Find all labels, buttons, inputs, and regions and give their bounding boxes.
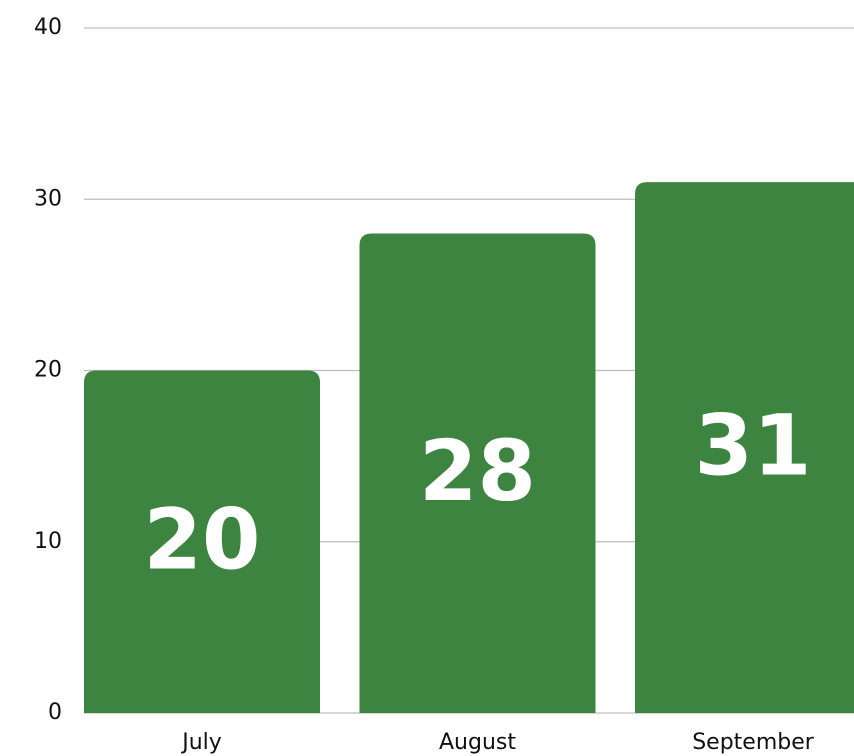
value-label: 20: [144, 491, 261, 589]
value-label: 31: [695, 397, 812, 495]
y-tick-label: 30: [34, 186, 62, 211]
y-tick-label: 10: [34, 529, 62, 554]
value-label: 28: [419, 422, 536, 520]
bar: [359, 233, 596, 713]
bar: [635, 182, 854, 713]
y-tick-label: 40: [34, 15, 62, 40]
x-tick-label: July: [180, 730, 222, 755]
y-tick-label: 20: [34, 358, 62, 383]
bar: [84, 370, 320, 713]
x-tick-label: August: [439, 730, 516, 755]
x-tick-label: September: [692, 730, 815, 755]
y-tick-label: 0: [48, 700, 62, 725]
